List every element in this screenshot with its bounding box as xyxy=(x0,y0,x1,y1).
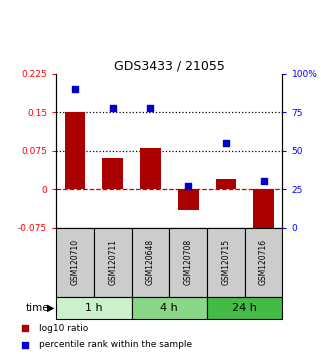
Bar xyxy=(253,189,274,231)
Bar xyxy=(207,228,245,297)
Text: GSM120710: GSM120710 xyxy=(71,239,80,285)
Bar xyxy=(178,189,199,210)
Text: GSM120708: GSM120708 xyxy=(184,239,193,285)
Text: GSM120711: GSM120711 xyxy=(108,239,117,285)
Point xyxy=(73,86,78,92)
Text: 1 h: 1 h xyxy=(85,303,103,313)
Bar xyxy=(94,228,132,297)
Text: time: time xyxy=(26,303,50,313)
Text: 4 h: 4 h xyxy=(160,303,178,313)
Point xyxy=(186,183,191,189)
Bar xyxy=(215,179,236,189)
Bar xyxy=(56,228,94,297)
Bar xyxy=(132,297,207,319)
Bar xyxy=(132,228,169,297)
Bar xyxy=(169,228,207,297)
Point xyxy=(22,342,27,348)
Bar xyxy=(102,158,123,189)
Text: ▶: ▶ xyxy=(47,303,55,313)
Text: GSM120716: GSM120716 xyxy=(259,239,268,285)
Point xyxy=(148,105,153,110)
Title: GDS3433 / 21055: GDS3433 / 21055 xyxy=(114,59,225,73)
Text: GSM120648: GSM120648 xyxy=(146,239,155,285)
Text: 24 h: 24 h xyxy=(232,303,257,313)
Bar xyxy=(65,112,85,189)
Bar xyxy=(207,297,282,319)
Point xyxy=(223,140,229,146)
Bar xyxy=(245,228,282,297)
Text: log10 ratio: log10 ratio xyxy=(39,324,88,332)
Text: percentile rank within the sample: percentile rank within the sample xyxy=(39,340,192,349)
Bar xyxy=(140,148,161,189)
Point xyxy=(110,105,115,110)
Bar xyxy=(56,297,132,319)
Text: GSM120715: GSM120715 xyxy=(221,239,230,285)
Point xyxy=(261,178,266,184)
Point xyxy=(22,325,27,331)
